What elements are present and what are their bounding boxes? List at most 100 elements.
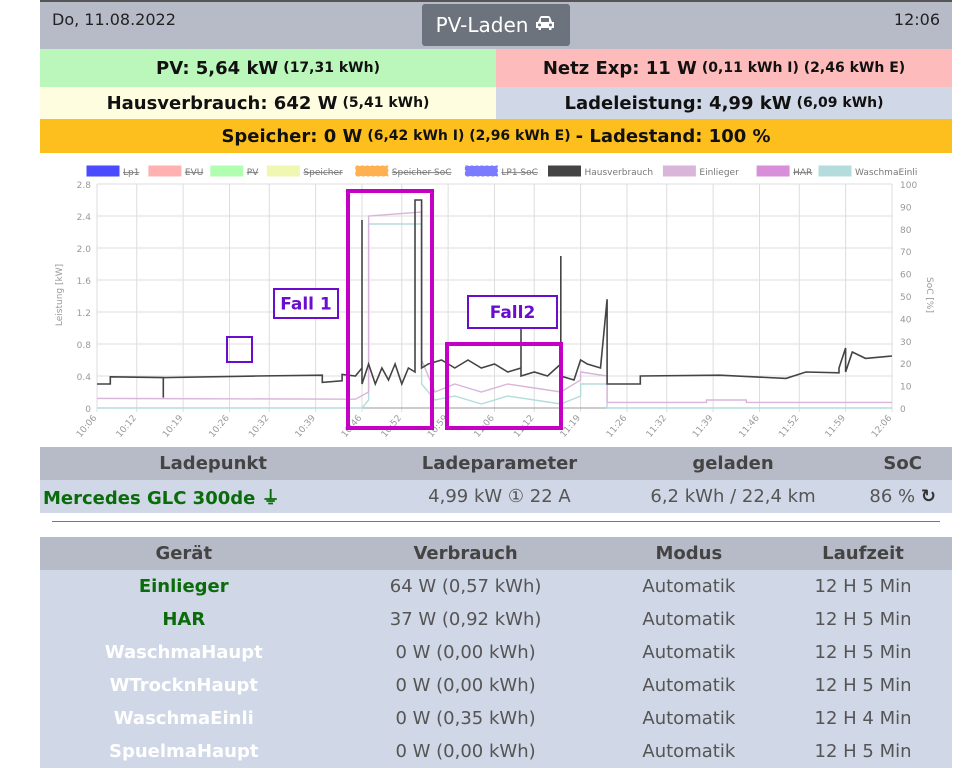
y2-tick-label: 90 — [900, 203, 912, 213]
device-usage: 37 W (0,92 kWh) — [327, 603, 604, 636]
grid-energy: (0,11 kWh I) (2,46 kWh E) — [701, 60, 906, 76]
legend-label: EVU — [185, 168, 203, 178]
house-energy: (5,41 kWh) — [342, 95, 430, 111]
legend-item[interactable]: Speicher SoC — [355, 165, 452, 178]
x-tick-label: 11:46 — [737, 413, 762, 440]
legend-label: Hausverbrauch — [585, 168, 654, 178]
pv-power: PV: 5,64 kW — [156, 57, 279, 79]
y-tick-label: 2.0 — [77, 245, 92, 255]
device-runtime: 12 H 5 Min — [774, 570, 952, 603]
plug-icon: ⏚ — [261, 487, 280, 509]
device-name[interactable]: WaschmaHaupt — [40, 636, 328, 669]
date: Do, 11.08.2022 — [52, 10, 176, 29]
device-row[interactable]: WaschmaEinli 0 W (0,35 kWh) Automatik 12 H … — [40, 702, 952, 735]
y-axis-label: Leistung [kW] — [55, 264, 65, 326]
device-usage: 0 W (0,00 kWh) — [327, 735, 604, 768]
legend-swatch — [355, 165, 389, 177]
x-tick-label: 10:06 — [75, 413, 100, 440]
legend-item[interactable]: EVU — [148, 165, 203, 178]
battery-summary: Speicher: 0 W (6,42 kWh I) (2,96 kWh E) - … — [40, 119, 952, 153]
chargepoint-row[interactable]: Mercedes GLC 300de ⏚ 4,99 kW ① 22 A 6,2 … — [40, 480, 952, 513]
device-name[interactable]: HAR — [40, 603, 328, 636]
y-tick-label: 0.4 — [77, 373, 92, 383]
device-row[interactable]: HAR 37 W (0,92 kWh) Automatik 12 H 5 Min — [40, 603, 952, 636]
device-row[interactable]: WTrocknHaupt 0 W (0,00 kWh) Automatik 12 H … — [40, 669, 952, 702]
legend-label: Speicher SoC — [392, 168, 452, 178]
x-tick-label: 11:26 — [605, 413, 630, 440]
x-tick-label: 10:39 — [294, 413, 319, 440]
legend-item[interactable]: LP1 SoC — [464, 165, 538, 178]
x-tick-label: 10:19 — [161, 413, 186, 440]
y2-tick-label: 30 — [900, 338, 912, 348]
col-verbrauch: Verbrauch — [327, 537, 604, 570]
legend-swatch — [662, 165, 696, 177]
y2-axis-label: SoC [%] — [924, 277, 934, 313]
x-tick-label: 10:26 — [207, 413, 232, 440]
vehicle-name[interactable]: Mercedes GLC 300de — [43, 487, 256, 509]
mode-button[interactable]: PV-Laden — [422, 4, 570, 46]
power-chart: 0 0.4 0.8 1.2 1.6 2.0 2.4 2.8 0 10 20 30 40 50 60 70 80 9… — [55, 165, 934, 440]
device-runtime: 12 H 4 Min — [774, 702, 952, 735]
legend-item[interactable]: Einlieger — [662, 165, 739, 178]
y2-tick-label: 40 — [900, 315, 912, 325]
charge-summary: Ladeleistung: 4,99 kW (6,09 kWh) — [496, 87, 952, 119]
refresh-icon[interactable]: ↻ — [920, 486, 936, 507]
battery-energy: (6,42 kWh I) (2,96 kWh E) — [367, 128, 571, 144]
legend-item[interactable]: PV — [210, 165, 259, 178]
device-mode[interactable]: Automatik — [603, 702, 775, 735]
battery-level: - Ladestand: 100 % — [575, 125, 771, 147]
device-runtime: 12 H 5 Min — [774, 735, 952, 768]
col-ladepunkt: Ladepunkt — [40, 447, 387, 480]
x-tick-label: 11:32 — [645, 414, 669, 440]
charge-power: Ladeleistung: 4,99 kW — [564, 92, 792, 114]
col-geraet: Gerät — [40, 537, 328, 570]
highlight-box-fall2 — [445, 342, 563, 430]
device-name[interactable]: WaschmaEinli — [40, 702, 328, 735]
device-row[interactable]: WaschmaHaupt 0 W (0,00 kWh) Automatik 12 H … — [40, 636, 952, 669]
device-mode[interactable]: Automatik — [603, 603, 775, 636]
device-name[interactable]: WTrocknHaupt — [40, 669, 328, 702]
legend-swatch — [548, 165, 581, 177]
house-summary: Hausverbrauch: 642 W (5,41 kWh) — [40, 87, 496, 119]
y2-tick-label: 50 — [900, 293, 912, 303]
col-laufzeit: Laufzeit — [774, 537, 952, 570]
chargepoint-table: Ladepunkt Ladeparameter geladen SoC Merc… — [40, 447, 952, 513]
grid-power: Netz Exp: 11 W — [542, 57, 697, 79]
legend-item[interactable]: WaschmaEinli — [818, 165, 917, 178]
device-name[interactable]: SpuelmaHaupt — [40, 735, 328, 768]
col-soc: SoC — [853, 447, 952, 480]
y2-tick-label: 20 — [900, 360, 912, 370]
device-name[interactable]: Einlieger — [40, 570, 328, 603]
x-tick-label: 11:39 — [691, 413, 716, 440]
car-icon — [534, 13, 556, 37]
col-geladen: geladen — [612, 447, 854, 480]
divider — [52, 521, 940, 522]
y-tick-label: 2.8 — [77, 181, 92, 191]
device-usage: 0 W (0,35 kWh) — [327, 702, 604, 735]
legend-item[interactable]: HAR — [756, 165, 812, 178]
annotation-label: Fall2 — [490, 303, 536, 323]
device-mode[interactable]: Automatik — [603, 570, 775, 603]
y-tick-label: 1.6 — [77, 277, 92, 287]
series-line-einlieger — [96, 211, 892, 404]
device-row[interactable]: Einlieger 64 W (0,57 kWh) Automatik 12 H 5 … — [40, 570, 952, 603]
device-usage: 64 W (0,57 kWh) — [327, 570, 604, 603]
device-mode[interactable]: Automatik — [603, 669, 775, 702]
device-runtime: 12 H 5 Min — [774, 603, 952, 636]
legend-item[interactable]: Lp1 — [86, 165, 139, 178]
charged-amount: 6,2 kWh / 22,4 km — [612, 480, 854, 513]
device-usage: 0 W (0,00 kWh) — [327, 669, 604, 702]
y2-tick-label: 10 — [900, 383, 912, 393]
legend-swatch — [148, 165, 182, 177]
legend-item[interactable]: Hausverbrauch — [548, 165, 654, 178]
annotation-label: Fall 1 — [280, 295, 332, 315]
device-mode[interactable]: Automatik — [603, 735, 775, 768]
y2-tick-label: 80 — [900, 226, 912, 236]
legend-item[interactable]: Speicher — [266, 165, 343, 178]
device-row[interactable]: SpuelmaHaupt 0 W (0,00 kWh) Automatik 12 H … — [40, 735, 952, 768]
device-mode[interactable]: Automatik — [603, 636, 775, 669]
legend-label: WaschmaEinli — [855, 168, 917, 178]
legend-swatch — [756, 165, 790, 177]
charge-params[interactable]: 4,99 kW ① 22 A — [386, 480, 613, 513]
dashboard: Do, 11.08.2022 PV-Laden 12:06 PV: 5,64 k… — [40, 0, 952, 153]
